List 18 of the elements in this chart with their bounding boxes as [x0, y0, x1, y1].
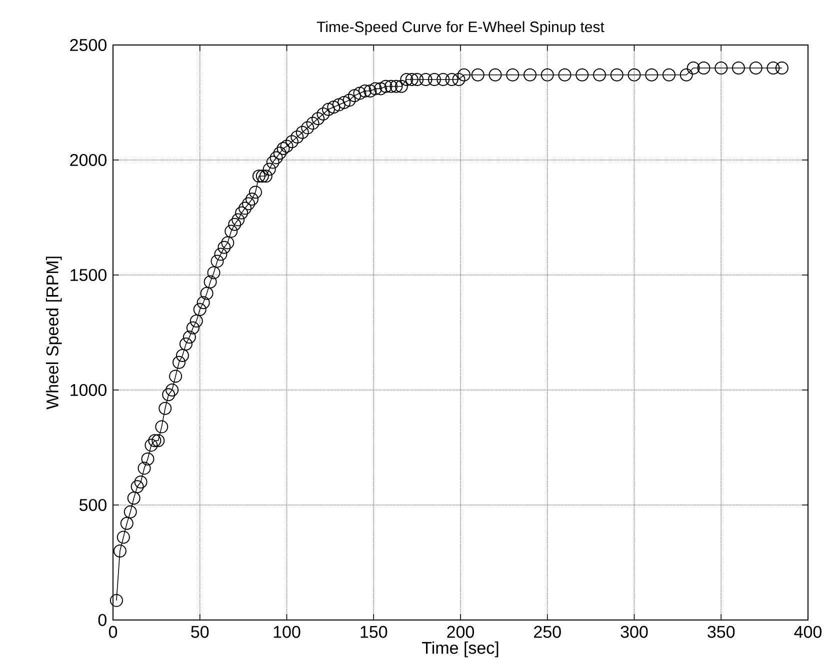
x-tick-label: 50 [191, 626, 209, 638]
y-tick-label: 0 [98, 614, 106, 626]
chart-title: Time-Speed Curve for E-Wheel Spinup test [316, 21, 604, 36]
x-tick-label: 250 [534, 626, 561, 638]
y-tick-label: 2500 [70, 38, 106, 52]
x-tick-label: 350 [708, 626, 735, 638]
y-tick-label: 2000 [70, 154, 106, 166]
x-tick-label: 300 [620, 626, 648, 638]
y-tick-label: 500 [79, 498, 106, 512]
x-tick-label: 0 [108, 626, 118, 638]
y-axis-title: Wheel Speed [RPM] [46, 256, 62, 410]
y-tick-label: 1000 [70, 384, 106, 396]
x-tick-label: 200 [447, 626, 474, 638]
x-tick-label: 100 [274, 626, 300, 638]
x-tick-label: 400 [794, 626, 822, 638]
x-tick-label: 150 [360, 626, 388, 638]
y-tick-label: 1500 [70, 268, 106, 282]
x-axis-title: Time [sec] [422, 641, 498, 658]
